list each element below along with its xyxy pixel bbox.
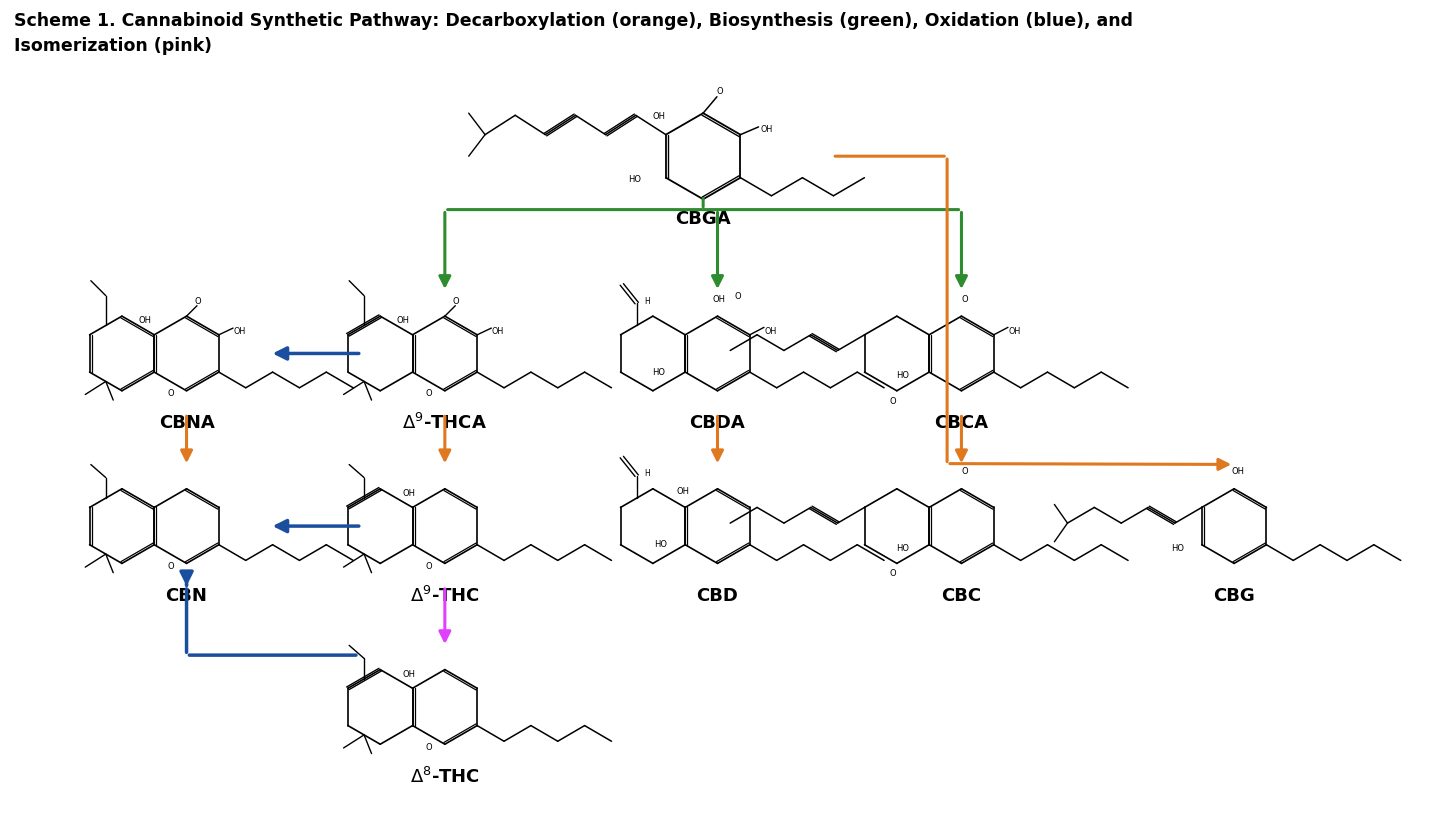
Text: CBGA: CBGA bbox=[676, 210, 730, 229]
Text: CBNA: CBNA bbox=[159, 414, 214, 432]
Text: CBC: CBC bbox=[941, 587, 982, 605]
Text: OH: OH bbox=[1009, 326, 1020, 335]
Text: CBDA: CBDA bbox=[690, 414, 745, 432]
Text: HO: HO bbox=[654, 540, 667, 549]
Text: Scheme 1. Cannabinoid Synthetic Pathway: Decarboxylation (orange), Biosynthesis : Scheme 1. Cannabinoid Synthetic Pathway:… bbox=[14, 12, 1134, 55]
Text: OH: OH bbox=[713, 295, 726, 304]
Text: O: O bbox=[425, 390, 432, 398]
Text: HO: HO bbox=[653, 367, 666, 376]
Text: CBCA: CBCA bbox=[934, 414, 989, 432]
Text: OH: OH bbox=[396, 316, 410, 326]
Text: OH: OH bbox=[234, 326, 245, 335]
Text: O: O bbox=[425, 562, 432, 570]
Text: H: H bbox=[644, 469, 650, 478]
Text: OH: OH bbox=[765, 326, 776, 335]
Text: OH: OH bbox=[402, 489, 415, 498]
Text: CBN: CBN bbox=[165, 587, 208, 605]
Text: HO: HO bbox=[897, 544, 910, 553]
Text: HO: HO bbox=[629, 175, 641, 184]
Text: CBG: CBG bbox=[1213, 587, 1256, 605]
Text: O: O bbox=[452, 298, 459, 307]
Text: H: H bbox=[644, 297, 650, 306]
Text: OH: OH bbox=[402, 670, 415, 679]
Text: OH: OH bbox=[761, 125, 772, 134]
Text: O: O bbox=[166, 562, 174, 570]
Text: O: O bbox=[194, 298, 201, 307]
Text: $\Delta^9$-THCA: $\Delta^9$-THCA bbox=[402, 413, 488, 433]
Text: OH: OH bbox=[1231, 468, 1244, 477]
Text: O: O bbox=[425, 743, 432, 751]
Text: OH: OH bbox=[677, 487, 690, 496]
Text: $\Delta^9$-THC: $\Delta^9$-THC bbox=[410, 586, 479, 606]
Text: O: O bbox=[890, 570, 897, 579]
Text: OH: OH bbox=[653, 112, 666, 121]
Text: O: O bbox=[166, 390, 174, 398]
Text: OH: OH bbox=[138, 316, 152, 326]
Text: $\Delta^8$-THC: $\Delta^8$-THC bbox=[410, 767, 479, 787]
Text: O: O bbox=[890, 397, 897, 406]
Text: O: O bbox=[961, 468, 969, 477]
Text: OH: OH bbox=[492, 326, 504, 335]
Text: CBD: CBD bbox=[696, 587, 739, 605]
Text: O: O bbox=[735, 293, 742, 301]
Text: O: O bbox=[961, 295, 969, 304]
Text: O: O bbox=[716, 87, 723, 96]
Text: HO: HO bbox=[897, 372, 910, 381]
Text: HO: HO bbox=[1171, 544, 1184, 553]
